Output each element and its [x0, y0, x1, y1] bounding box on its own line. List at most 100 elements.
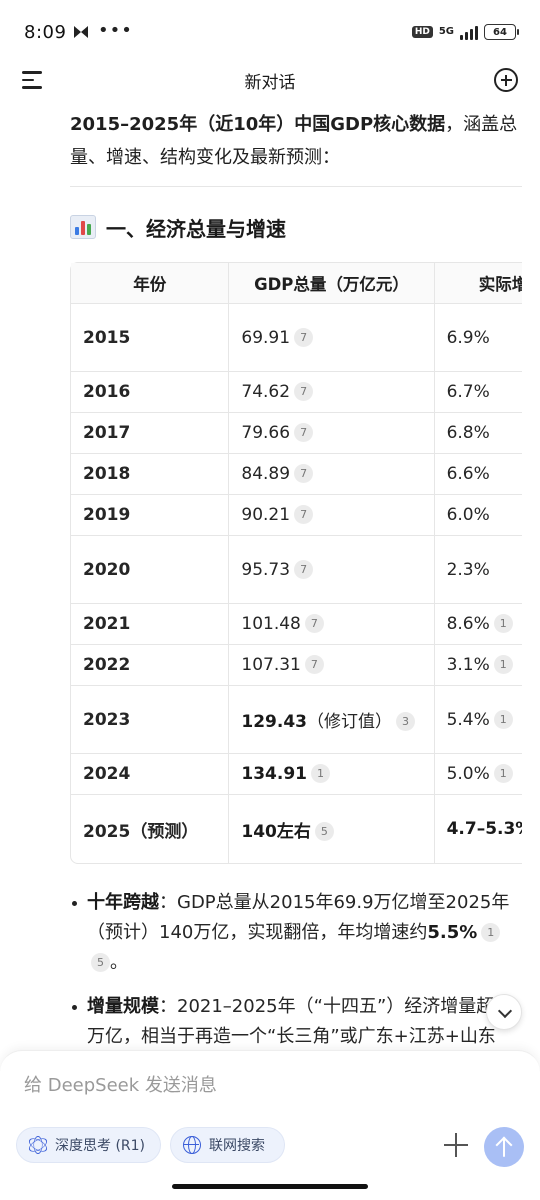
- bullet-emphasis: 5.5%: [427, 922, 478, 943]
- network-label: 5G: [438, 26, 454, 37]
- table-row: 2021 101.48 7 8.6% 1: [71, 604, 522, 645]
- cell-gdp: 101.48 7: [228, 604, 434, 645]
- gdp-value: 129.43: [241, 712, 307, 732]
- growth-value: 5.4%: [446, 709, 490, 730]
- cell-gdp: 84.89 7: [228, 454, 434, 495]
- citation-badge[interactable]: 7: [294, 464, 314, 483]
- header-gdp: GDP总量（万亿元）: [228, 263, 434, 304]
- cell-year: 2019: [71, 495, 229, 536]
- gdp-value: 84.89: [241, 464, 291, 484]
- citation-badge[interactable]: 7: [304, 614, 324, 633]
- status-more-dots: •••: [98, 20, 133, 41]
- cell-growth: 6.9%: [433, 304, 522, 372]
- cell-growth: 4.7–5.3%: [433, 795, 522, 863]
- cell-growth: 2.3%: [433, 536, 522, 604]
- section-title: 一、经济总量与增速: [70, 210, 286, 244]
- growth-value: 8.6%: [446, 614, 490, 634]
- cell-gdp: 129.43（修订值） 3: [228, 686, 434, 754]
- cell-year: 2017: [71, 413, 229, 454]
- signal-icon: [460, 24, 478, 40]
- section-title-text: 一、经济总量与增速: [106, 216, 286, 241]
- bullet-text: ：GDP总量从2015年69.9万亿增至2025年（预计）140万亿，实现翻倍，…: [87, 892, 510, 943]
- citation-badge[interactable]: 1: [311, 764, 330, 783]
- cell-growth: 8.6% 1: [433, 604, 522, 645]
- cell-gdp: 95.73 7: [228, 536, 434, 604]
- gdp-value: 140左右: [241, 821, 311, 842]
- table-row: 2016 74.62 7 6.7%: [71, 372, 522, 413]
- growth-value: 5.0%: [446, 764, 490, 784]
- status-right-group: HD 5G 64: [411, 22, 519, 42]
- growth-value: 4.7–5.3%: [446, 819, 522, 839]
- header-year: 年份: [71, 263, 229, 304]
- citation-badge[interactable]: 1: [493, 764, 513, 783]
- gdp-value: 101.48: [241, 614, 301, 634]
- citation-badge[interactable]: 1: [493, 709, 513, 729]
- cell-growth: 6.0%: [433, 495, 522, 536]
- new-chat-icon[interactable]: [494, 68, 518, 92]
- citation-badge[interactable]: 7: [294, 327, 314, 347]
- gdp-value: 79.66: [241, 423, 291, 443]
- cell-year: 2016: [71, 372, 229, 413]
- menu-icon[interactable]: [22, 71, 44, 89]
- gdp-note: （修订值）: [307, 712, 392, 732]
- citation-badge[interactable]: 1: [481, 923, 501, 942]
- growth-value: 6.9%: [446, 327, 490, 348]
- citation-badge[interactable]: 1: [493, 655, 513, 674]
- cell-year: 2024: [71, 754, 229, 795]
- send-button[interactable]: [484, 1127, 524, 1167]
- intro-bold: 2015–2025年（近10年）中国GDP核心数据: [70, 114, 446, 135]
- gdp-value: 95.73: [241, 559, 291, 580]
- cell-year: 2018: [71, 454, 229, 495]
- growth-value: 2.3%: [446, 559, 490, 580]
- gdp-value: 134.91: [241, 764, 307, 784]
- citation-badge[interactable]: 7: [304, 655, 324, 674]
- citation-badge[interactable]: 7: [294, 382, 314, 401]
- table-row: 2024 134.91 1 5.0% 1: [71, 754, 522, 795]
- table-header-row: 年份 GDP总量（万亿元） 实际增长: [71, 263, 522, 304]
- bullet-tail: 。: [110, 952, 128, 973]
- citation-badge[interactable]: 5: [91, 953, 110, 972]
- bullet-label: 增量规模: [87, 996, 159, 1017]
- citation-badge[interactable]: 1: [493, 614, 513, 633]
- table-row: 2020 95.73 7 2.3%: [71, 536, 522, 604]
- summary-bullets: 十年跨越：GDP总量从2015年69.9万亿增至2025年（预计）140万亿，实…: [70, 888, 522, 1050]
- globe-icon: [183, 1136, 201, 1154]
- table-row: 2022 107.31 7 3.1% 1: [71, 645, 522, 686]
- table-row: 2023 129.43（修订值） 3 5.4% 1: [71, 686, 522, 754]
- battery-level: 64: [493, 26, 507, 38]
- message-input[interactable]: [24, 1071, 444, 1099]
- chat-content[interactable]: 2015–2025年（近10年）中国GDP核心数据，涵盖总量、增速、结构变化及最…: [0, 104, 540, 1050]
- deep-think-button[interactable]: 深度思考 (R1): [16, 1127, 161, 1163]
- app-header: 新对话: [0, 56, 540, 104]
- cell-year: 2025（预测）: [83, 821, 199, 842]
- battery-icon: 64: [484, 24, 519, 40]
- web-search-label: 联网搜索: [209, 1138, 265, 1154]
- app-notification-icon: [74, 26, 88, 38]
- home-indicator: [172, 1184, 368, 1189]
- attach-plus-icon[interactable]: [444, 1133, 468, 1157]
- citation-badge[interactable]: 7: [294, 423, 314, 442]
- gdp-value: 90.21: [241, 505, 291, 525]
- citation-badge[interactable]: 7: [294, 505, 314, 524]
- cell-growth: 6.6%: [433, 454, 522, 495]
- status-bar: 8:09 ••• HD 5G 64: [0, 0, 540, 64]
- table-row: 2018 84.89 7 6.6%: [71, 454, 522, 495]
- citation-badge[interactable]: 7: [294, 559, 314, 579]
- cell-growth: 5.4% 1: [433, 686, 522, 754]
- gdp-table-body: 2015 69.91 7 6.9% 2016 74.62 7 6.7% 2017 79.66 7 6.…: [71, 304, 522, 863]
- citation-badge[interactable]: 3: [396, 712, 415, 731]
- table-row: 2019 90.21 7 6.0%: [71, 495, 522, 536]
- cell-year: 2015: [71, 304, 229, 372]
- scroll-down-button[interactable]: [486, 994, 522, 1030]
- message-intro: 2015–2025年（近10年）中国GDP核心数据，涵盖总量、增速、结构变化及最…: [70, 108, 525, 174]
- bar-chart-icon: [70, 215, 96, 239]
- growth-value: 6.8%: [446, 423, 490, 443]
- web-search-button[interactable]: 联网搜索: [170, 1127, 285, 1163]
- bullet-item: 增量规模：2021–2025年（“十四五”）经济增量超35万亿，相当于再造一个“…: [70, 992, 522, 1050]
- cell-gdp: 69.91 7: [228, 304, 434, 372]
- cell-gdp: 107.31 7: [228, 645, 434, 686]
- divider: [70, 186, 522, 187]
- citation-badge[interactable]: 5: [314, 821, 334, 841]
